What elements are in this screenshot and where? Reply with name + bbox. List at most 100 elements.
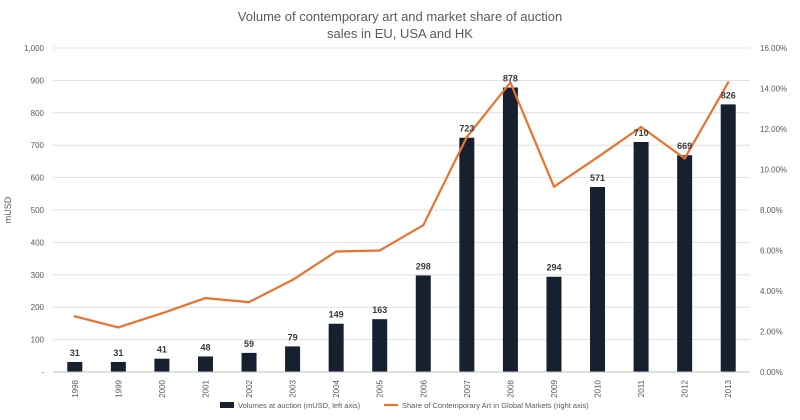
chart-title: Volume of contemporary art and market sh…: [0, 8, 800, 42]
legend-label-line: Share of Contemporary Art in Global Mark…: [402, 401, 589, 410]
right-tick-label: 10.00%: [760, 166, 787, 175]
x-tick-label: 2004: [332, 379, 341, 397]
x-tick-label: 2011: [637, 379, 646, 397]
line-point: [73, 315, 76, 318]
line-point: [117, 326, 120, 329]
line-point: [247, 300, 251, 304]
bar-data-label: 48: [200, 342, 210, 352]
bar-data-label: 31: [70, 348, 80, 358]
bar: [415, 275, 431, 372]
line-point: [639, 125, 643, 129]
right-axis-ticks: 0.00% 2.00% 4.00% 6.00% 8.00% 10.00% 12.00% 14.…: [760, 44, 787, 377]
bar-data-label: 163: [372, 305, 387, 315]
left-tick-label: -: [41, 368, 44, 377]
bar: [285, 346, 301, 372]
line-point: [204, 296, 207, 300]
bar-data-label: 571: [590, 173, 605, 183]
right-tick-label: 4.00%: [760, 287, 783, 296]
left-tick-label: 400: [31, 238, 45, 247]
line-point: [596, 156, 599, 159]
x-tick-label: 2010: [594, 379, 603, 397]
x-tick-label: 2007: [463, 379, 472, 397]
x-axis-ticks: 1998 1999 2000 2001 2002 2003 2004 2005 2006 2007…: [71, 379, 733, 397]
bar: [502, 87, 518, 372]
x-tick-label: 2000: [158, 379, 167, 397]
x-tick-label: 2006: [419, 379, 428, 397]
bar-data-label: 79: [288, 332, 298, 342]
line-point: [422, 223, 425, 227]
x-tick-label: 2003: [289, 379, 298, 397]
line-point: [727, 81, 730, 84]
x-tick-label: 1999: [114, 379, 123, 397]
legend: Volumes at auction (mUSD, left axis) Shar…: [220, 401, 589, 410]
x-tick-label: 2002: [245, 379, 254, 397]
line-point: [334, 250, 338, 253]
left-tick-label: 800: [31, 109, 45, 118]
right-tick-label: 8.00%: [760, 206, 783, 215]
left-tick-label: 1,000: [24, 44, 45, 53]
right-tick-label: 14.00%: [760, 85, 787, 94]
bar: [677, 155, 693, 372]
bar: [546, 276, 562, 372]
x-tick-label: 2005: [376, 379, 385, 397]
chart-title-line-2: sales in EU, USA and HK: [327, 26, 473, 41]
bar-data-label: 710: [634, 128, 649, 138]
bar-data-label: 294: [546, 263, 561, 273]
left-tick-label: 500: [31, 206, 45, 215]
right-tick-label: 0.00%: [760, 368, 783, 377]
bar-data-label: 826: [721, 90, 736, 100]
bar: [67, 361, 83, 372]
left-tick-label: 300: [31, 271, 45, 280]
line-point: [291, 278, 294, 282]
line-point: [378, 249, 381, 252]
right-tick-label: 2.00%: [760, 328, 783, 337]
right-tick-label: 16.00%: [760, 44, 787, 53]
bar: [241, 352, 257, 372]
right-tick-label: 6.00%: [760, 247, 783, 256]
left-tick-label: 600: [31, 174, 45, 183]
line-point: [160, 312, 164, 315]
left-axis-ticks: - 100 200 300 400 500 600 700 800 900 1,000: [24, 44, 45, 377]
left-tick-label: 100: [31, 336, 45, 345]
bar: [633, 141, 649, 372]
bar: [372, 319, 388, 372]
x-tick-label: 2008: [506, 379, 515, 397]
bar-data-label: 31: [113, 348, 123, 358]
y-axis-title: mUSD: [3, 196, 13, 223]
line-point: [465, 135, 469, 139]
legend-swatch-bars: [220, 402, 234, 408]
share-line: [74, 81, 730, 329]
bar-data-labels: 31 31 41 48 59 79 149 163 298 723 878 294 571 710 669 8…: [70, 74, 736, 358]
bar: [328, 323, 344, 372]
bar: [154, 358, 170, 372]
left-tick-label: 900: [31, 76, 45, 85]
x-tick-label: 2001: [201, 379, 210, 397]
bar-data-label: 149: [329, 310, 344, 320]
line-series: [73, 81, 730, 329]
bar: [720, 104, 736, 372]
bar-data-label: 878: [503, 74, 518, 84]
x-tick-label: 2013: [724, 379, 733, 397]
chart-title-line-1: Volume of contemporary art and market sh…: [237, 9, 563, 24]
bar-data-label: 669: [677, 141, 692, 151]
line-point: [683, 157, 686, 160]
legend-label-bars: Volumes at auction (mUSD, left axis): [238, 401, 361, 410]
x-tick-label: 2009: [550, 379, 559, 397]
bar: [197, 356, 213, 372]
bar: [590, 186, 606, 372]
bar-data-label: 723: [459, 124, 474, 134]
x-tick-label: 2012: [681, 379, 690, 397]
line-point: [509, 81, 512, 84]
bar-series: [67, 87, 736, 372]
line-point: [552, 185, 556, 188]
bar: [110, 361, 126, 372]
bar-data-label: 41: [157, 345, 167, 355]
bar-data-label: 298: [416, 261, 431, 271]
right-tick-label: 12.00%: [760, 125, 787, 134]
bar-data-label: 59: [244, 339, 254, 349]
x-tick-label: 1998: [71, 379, 80, 397]
bar: [459, 137, 475, 372]
left-tick-label: 200: [31, 303, 45, 312]
